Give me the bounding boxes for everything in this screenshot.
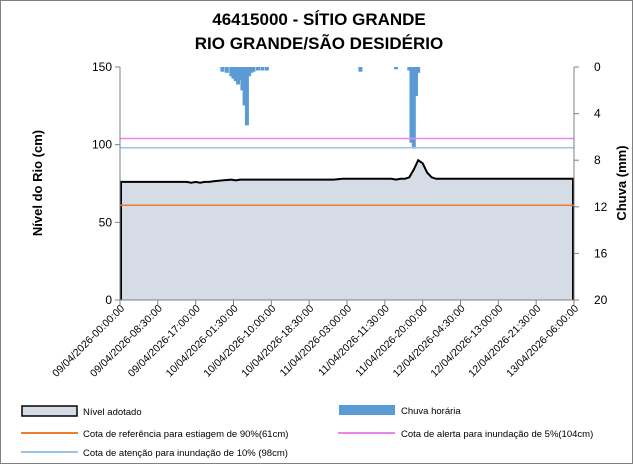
y2-tick-label-20: 20 [594, 293, 608, 307]
legend-label-chuva: Chuva horária [401, 406, 461, 417]
y-axis-ticks: 0 50 100 150 [92, 60, 120, 307]
x-tick-label-4: 10/04/2026-10:00:00 [201, 303, 278, 380]
rain-bars-layer [220, 67, 421, 149]
rain-bar-1 [224, 67, 229, 73]
legend-label-atencao: Cota de atenção para inundação de 10% (9… [83, 448, 288, 459]
x-tick-label-3: 10/04/2026-01:30:00 [164, 303, 241, 380]
rain-bar-4 [233, 67, 238, 81]
y-tick-label-150: 150 [92, 60, 112, 74]
y2-axis-label: Chuva (mm) [614, 145, 629, 220]
y2-tick-label-16: 16 [594, 246, 608, 260]
rain-bar-8 [242, 67, 247, 106]
rain-bar-21 [414, 67, 418, 97]
rain-bar-16 [358, 67, 363, 72]
rain-bar-18 [407, 67, 412, 71]
legend: Nível adotado Chuva horária Cota de refe… [21, 405, 593, 459]
x-tick-label-8: 11/04/2026-20:00:00 [353, 303, 430, 380]
rain-bar-14 [260, 67, 265, 71]
legend-swatch-chuva [339, 405, 395, 415]
reference-lines-layer [120, 137, 574, 206]
x-axis-ticks: 09/04/2026-00:00:0009/04/2026-08:30:0009… [50, 300, 581, 380]
rain-bar-12 [251, 67, 256, 72]
level-area-layer [120, 158, 574, 300]
y-tick-label-100: 100 [92, 138, 112, 152]
rain-bar-17 [394, 67, 398, 70]
y2-axis-ticks: 0 4 8 12 16 20 [574, 60, 608, 307]
rain-bar-7 [240, 67, 245, 91]
y2-tick-label-0: 0 [594, 60, 601, 74]
x-tick-label-5: 10/04/2026-18:30:00 [239, 303, 316, 380]
x-tick-label-11: 12/04/2026-21:30:00 [466, 303, 543, 380]
level-area-fill [120, 160, 574, 300]
x-tick-label-7: 11/04/2026-11:30:00 [316, 303, 392, 379]
legend-swatch-nivel [21, 405, 78, 417]
rain-bar-9 [244, 67, 249, 126]
rain-bar-5 [236, 67, 240, 85]
rain-bar-0 [220, 67, 225, 72]
rain-bar-10 [247, 67, 252, 77]
rain-bar-22 [416, 67, 421, 73]
y2-tick-label-8: 8 [594, 153, 601, 167]
y-tick-label-0: 0 [105, 293, 112, 307]
y2-tick-label-4: 4 [594, 107, 601, 121]
x-tick-label-9: 12/04/2026-04:30:00 [391, 303, 468, 380]
x-tick-label-12: 13/04/2026-06:00:00 [504, 303, 581, 380]
y-axis-label: Nível do Rio (cm) [30, 130, 45, 236]
x-tick-label-0: 09/04/2026-00:00:00 [50, 303, 127, 380]
legend-label-estiagem: Cota de referência para estiagem de 90%(… [83, 429, 288, 440]
y-tick-label-50: 50 [99, 215, 113, 229]
x-tick-label-6: 11/04/2026-03:00:00 [278, 303, 355, 380]
chart-title-line2: RIO GRANDE/SÃO DESIDÉRIO [195, 33, 443, 53]
legend-label-nivel: Nível adotado [83, 407, 142, 418]
x-tick-label-2: 09/04/2026-17:00:00 [126, 303, 203, 380]
y2-tick-label-12: 12 [594, 200, 608, 214]
rain-bar-3 [231, 67, 236, 79]
rain-bar-2 [229, 67, 234, 77]
chart-title-line1: 46415000 - SÍTIO GRANDE [212, 10, 426, 29]
rain-bar-13 [256, 67, 260, 71]
x-tick-label-10: 12/04/2026-13:00:00 [428, 303, 505, 380]
legend-label-alerta: Cota de alerta para inundação de 5%(104c… [401, 429, 593, 440]
rain-bar-6 [238, 67, 243, 80]
rain-bar-20 [411, 67, 416, 149]
rain-bar-15 [264, 67, 269, 71]
rain-bar-11 [249, 67, 254, 73]
rain-bar-19 [409, 67, 414, 143]
level-line [120, 158, 574, 184]
x-tick-label-1: 09/04/2026-08:30:00 [88, 303, 165, 380]
